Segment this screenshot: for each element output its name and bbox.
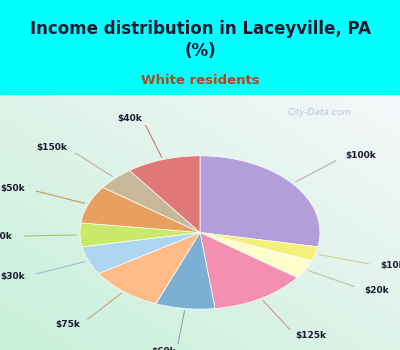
Text: $150k: $150k [36,143,67,152]
Wedge shape [200,232,312,278]
Wedge shape [200,156,320,247]
Text: $20k: $20k [365,286,389,295]
Wedge shape [80,223,200,247]
Wedge shape [200,232,297,308]
Wedge shape [130,156,200,232]
Wedge shape [156,232,215,309]
Wedge shape [99,232,200,304]
Text: $40k: $40k [117,114,142,123]
Text: $200k: $200k [0,232,12,241]
Wedge shape [103,170,200,232]
Text: $10k: $10k [380,261,400,271]
Text: City-Data.com: City-Data.com [288,108,352,117]
Text: $125k: $125k [296,331,327,340]
Text: Income distribution in Laceyville, PA
(%): Income distribution in Laceyville, PA (%… [30,20,370,60]
Text: $75k: $75k [55,321,80,329]
Wedge shape [81,187,200,232]
Wedge shape [82,232,200,274]
Wedge shape [200,232,318,261]
Text: White residents: White residents [141,74,259,87]
Text: $60k: $60k [152,347,176,350]
Text: $30k: $30k [0,272,25,281]
Text: $50k: $50k [0,184,25,193]
Text: $100k: $100k [345,152,376,160]
